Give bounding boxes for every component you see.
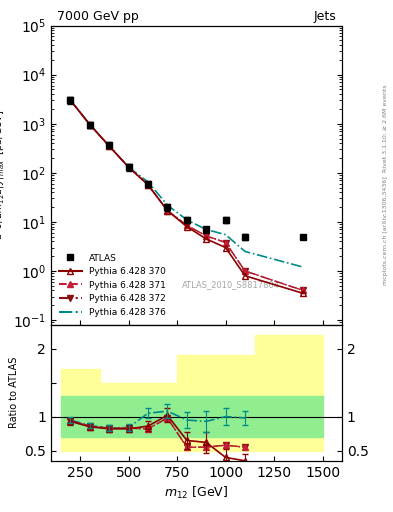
Pythia 6.428 372: [88, 121, 92, 127]
Pythia 6.428 372: [301, 287, 305, 293]
ATLAS: [88, 122, 92, 128]
Pythia 6.428 371: [242, 268, 247, 274]
ATLAS: [107, 142, 112, 148]
Pythia 6.428 372: [242, 268, 247, 274]
Pythia 6.428 371: [68, 97, 73, 103]
Pythia 6.428 370: [204, 236, 209, 242]
Pythia 6.428 371: [126, 164, 131, 170]
Pythia 6.428 372: [146, 182, 151, 188]
Pythia 6.428 376: [165, 202, 170, 208]
ATLAS: [146, 181, 151, 187]
Pythia 6.428 376: [126, 164, 131, 170]
Pythia 6.428 370: [242, 273, 247, 279]
Line: Pythia 6.428 372: Pythia 6.428 372: [68, 98, 306, 293]
Pythia 6.428 371: [204, 233, 209, 239]
Pythia 6.428 371: [165, 207, 170, 214]
Text: mcplots.cern.ch [arXiv:1306.3436]: mcplots.cern.ch [arXiv:1306.3436]: [383, 176, 387, 285]
ATLAS: [184, 217, 189, 223]
Line: Pythia 6.428 370: Pythia 6.428 370: [68, 98, 306, 296]
Y-axis label: $d^2\sigma/dm_{12}d|y|_{max}$  [pb/GeV]: $d^2\sigma/dm_{12}d|y|_{max}$ [pb/GeV]: [0, 110, 7, 241]
Line: Pythia 6.428 376: Pythia 6.428 376: [70, 100, 303, 267]
ATLAS: [126, 164, 131, 170]
Pythia 6.428 376: [184, 217, 189, 223]
Pythia 6.428 371: [184, 222, 189, 228]
Legend: ATLAS, Pythia 6.428 370, Pythia 6.428 371, Pythia 6.428 372, Pythia 6.428 376: ATLAS, Pythia 6.428 370, Pythia 6.428 37…: [55, 250, 169, 321]
Pythia 6.428 371: [223, 240, 228, 246]
Pythia 6.428 370: [146, 182, 151, 188]
Pythia 6.428 370: [126, 164, 131, 170]
Text: Jets: Jets: [313, 10, 336, 23]
Pythia 6.428 371: [301, 287, 305, 293]
Line: ATLAS: ATLAS: [67, 97, 248, 240]
ATLAS: [242, 233, 247, 240]
Pythia 6.428 370: [184, 224, 189, 230]
Pythia 6.428 372: [184, 222, 189, 228]
Pythia 6.428 376: [68, 97, 73, 103]
Pythia 6.428 370: [223, 245, 228, 251]
Line: Pythia 6.428 371: Pythia 6.428 371: [68, 98, 306, 293]
Pythia 6.428 376: [88, 121, 92, 127]
ATLAS: [165, 204, 170, 210]
Pythia 6.428 372: [204, 233, 209, 239]
Pythia 6.428 371: [146, 182, 151, 188]
Pythia 6.428 372: [126, 164, 131, 170]
Pythia 6.428 370: [165, 207, 170, 214]
Pythia 6.428 372: [107, 143, 112, 149]
Pythia 6.428 376: [301, 264, 305, 270]
Pythia 6.428 372: [165, 207, 170, 214]
Pythia 6.428 371: [88, 121, 92, 127]
Pythia 6.428 372: [223, 240, 228, 246]
Pythia 6.428 376: [204, 226, 209, 232]
X-axis label: $m_{12}$ [GeV]: $m_{12}$ [GeV]: [164, 485, 229, 501]
Pythia 6.428 376: [107, 143, 112, 149]
Pythia 6.428 371: [107, 143, 112, 149]
Text: 7000 GeV pp: 7000 GeV pp: [57, 10, 139, 23]
Pythia 6.428 376: [146, 179, 151, 185]
Y-axis label: Ratio to ATLAS: Ratio to ATLAS: [9, 357, 19, 429]
ATLAS: [204, 226, 209, 232]
Pythia 6.428 370: [301, 290, 305, 296]
Pythia 6.428 376: [242, 248, 247, 254]
Text: ATLAS_2010_S8817804: ATLAS_2010_S8817804: [182, 280, 280, 289]
Pythia 6.428 376: [223, 231, 228, 238]
Pythia 6.428 372: [68, 97, 73, 103]
ATLAS: [223, 217, 228, 223]
Pythia 6.428 370: [88, 121, 92, 127]
Pythia 6.428 370: [107, 143, 112, 149]
Text: Rivet 3.1.10; ≥ 2.6M events: Rivet 3.1.10; ≥ 2.6M events: [383, 84, 387, 172]
Pythia 6.428 370: [68, 97, 73, 103]
ATLAS: [68, 97, 73, 103]
